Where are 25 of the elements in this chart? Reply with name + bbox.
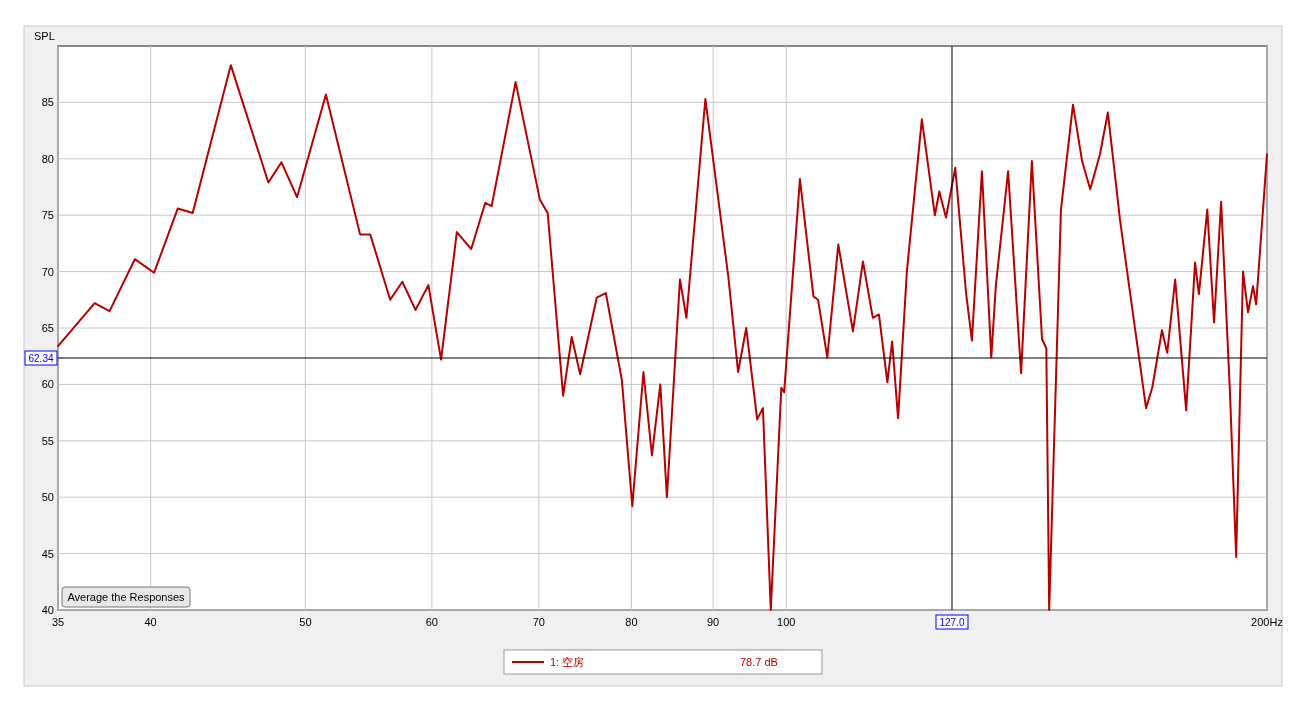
y-tick-label: 65	[41, 322, 54, 334]
y-tick-label: 60	[41, 378, 54, 391]
y-tick-label: 55	[41, 434, 54, 447]
y-tick-label: 40	[41, 604, 54, 616]
y-tick-label: 80	[41, 152, 54, 165]
x-tick-label: 80	[625, 616, 638, 628]
y-tick-label: 45	[41, 547, 54, 560]
x-tick-label: 100	[777, 616, 796, 628]
y-axis-title: SPL	[34, 30, 55, 42]
y-tick-label: 50	[41, 491, 54, 504]
text: 78.7 dB	[740, 656, 778, 668]
y-tick-label: 70	[41, 265, 54, 278]
x-tick-label: 90	[706, 616, 720, 628]
y-tick-label: 85	[41, 96, 54, 109]
legend-label: 1: 空房	[550, 656, 585, 668]
x-tick-label: 50	[299, 616, 312, 628]
x-tick-label: 70	[532, 616, 545, 628]
x-tick-label: 200Hz	[1251, 616, 1283, 628]
x-tick-label: 35	[51, 616, 65, 628]
y-tick-label: 75	[41, 209, 54, 222]
x-tick-label: 40	[144, 616, 157, 628]
annotation: Average the Responses	[67, 591, 186, 603]
x-tick-label: 60	[425, 616, 438, 628]
ref-line-label: 127.0	[939, 617, 965, 628]
ref-line-label: 62.34	[28, 353, 54, 364]
